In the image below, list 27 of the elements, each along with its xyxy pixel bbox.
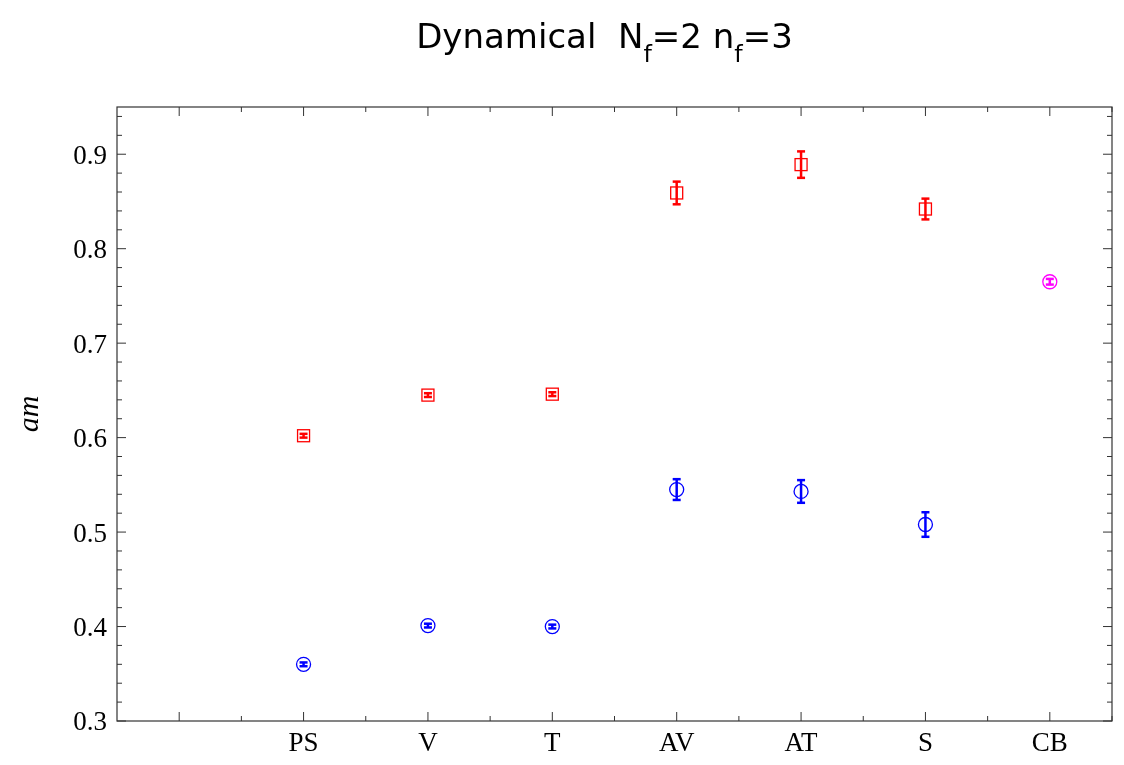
y-tick-label: 0.8	[73, 234, 107, 265]
chart-title: Dynamical N$_{f}$=2 n$_{f}$=3	[416, 16, 793, 68]
point	[1042, 274, 1058, 290]
y-tick-label: 0.6	[73, 423, 107, 454]
y-tick-label: 0.4	[73, 611, 108, 642]
y-tick-label: 0.5	[73, 517, 107, 548]
point	[669, 481, 685, 498]
point	[918, 202, 933, 216]
x-tick-label: AV	[658, 727, 695, 757]
y-tick-label: 0.3	[73, 706, 107, 737]
point	[670, 186, 684, 200]
point	[545, 387, 559, 401]
point	[296, 429, 311, 443]
point	[794, 157, 808, 172]
y-tick-label: 0.7	[73, 328, 107, 359]
point	[295, 656, 312, 672]
point	[420, 617, 436, 634]
x-tick-label: CB	[1031, 727, 1068, 757]
x-tick-label: S	[917, 727, 933, 757]
x-tick-label: AT	[784, 727, 819, 757]
point	[917, 516, 934, 533]
x-tick-label: T	[544, 727, 562, 757]
y-axis-title: am	[11, 395, 44, 433]
x-tick-label: V	[418, 727, 439, 757]
point	[544, 618, 560, 635]
x-tick-label: PS	[288, 727, 319, 757]
y-tick-label: 0.9	[73, 139, 107, 170]
